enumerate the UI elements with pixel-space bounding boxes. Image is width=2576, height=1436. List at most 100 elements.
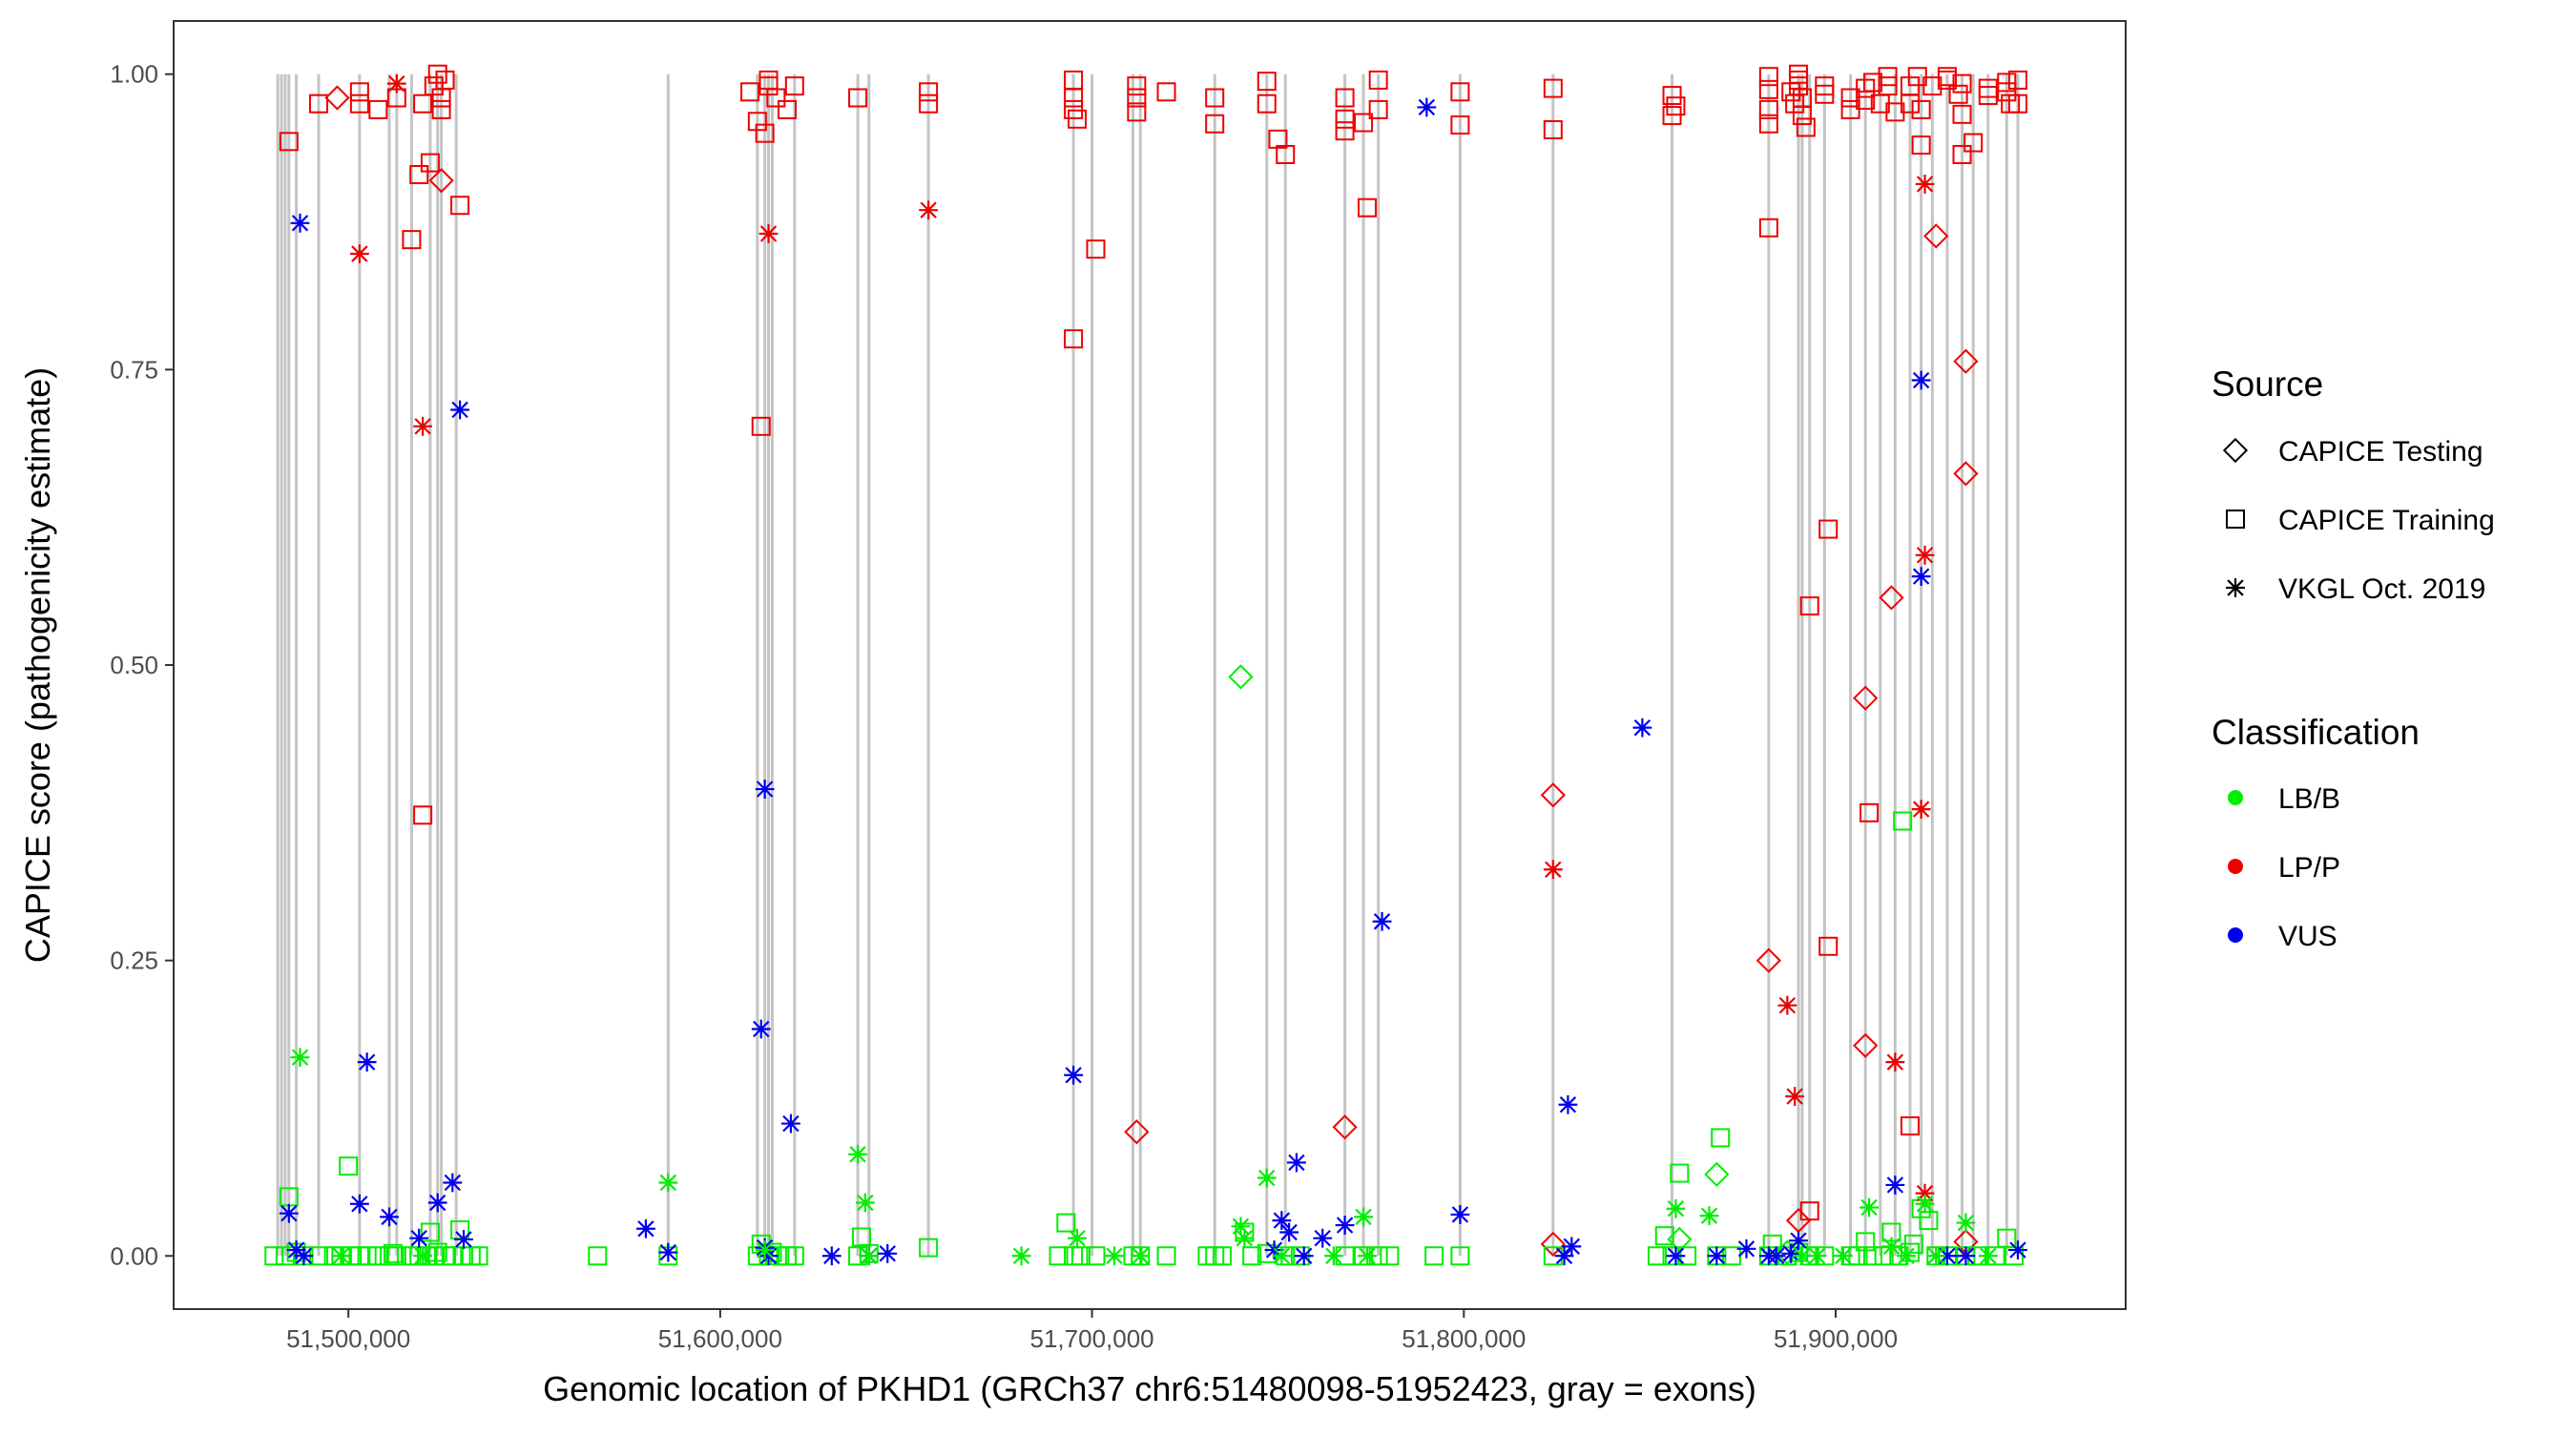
- legend-title-classification: Classification: [2212, 713, 2420, 752]
- data-point: [1335, 88, 1355, 108]
- data-point: [1654, 1226, 1674, 1246]
- data-point: [1086, 1246, 1106, 1266]
- data-point: [1011, 1246, 1031, 1266]
- data-point: [1859, 802, 1880, 822]
- data-point: [1332, 1114, 1358, 1140]
- data-point: [755, 123, 775, 143]
- data-point: [1450, 1246, 1470, 1266]
- data-point: [778, 99, 798, 119]
- x-tick-label: 51,500,000: [286, 1324, 410, 1353]
- data-point: [349, 244, 369, 263]
- data-point: [386, 1246, 406, 1266]
- data-point: [1792, 106, 1812, 126]
- data-point: [279, 1203, 299, 1223]
- data-point: [1257, 72, 1277, 92]
- y-tick-label: 0.25: [110, 947, 158, 975]
- data-point: [1647, 1246, 1667, 1266]
- data-point: [919, 1238, 939, 1258]
- data-point: [1793, 1246, 1812, 1266]
- legend-label: LP/P: [2278, 852, 2340, 884]
- data-point: [1833, 1246, 1853, 1266]
- legend-key-square: [2226, 510, 2245, 529]
- data-point: [443, 1246, 463, 1266]
- legend-key-dot: [2228, 927, 2243, 943]
- data-point: [1450, 1205, 1470, 1224]
- data-point: [1212, 1246, 1232, 1266]
- data-point: [758, 1246, 779, 1266]
- data-point: [1235, 1228, 1255, 1248]
- data-point: [1885, 1176, 1905, 1195]
- data-point: [2007, 94, 2027, 114]
- data-point: [1879, 585, 1904, 611]
- series-vkgl-lpp: [349, 73, 1935, 1203]
- data-point: [1228, 664, 1254, 690]
- series-training-lbb: [264, 811, 2025, 1266]
- data-point: [848, 88, 868, 108]
- data-point: [1450, 114, 1470, 135]
- data-point: [1049, 1246, 1069, 1266]
- data-point: [450, 400, 469, 420]
- data-point: [821, 1246, 841, 1266]
- data-point: [2007, 70, 2027, 90]
- data-point: [1372, 911, 1392, 931]
- data-point: [1711, 1128, 1731, 1148]
- data-point: [1956, 1213, 1976, 1233]
- data-point: [357, 1246, 377, 1266]
- data-point: [1859, 1197, 1879, 1217]
- data-point: [658, 1242, 678, 1262]
- data-point: [1953, 348, 1979, 374]
- data-point: [1789, 1231, 1808, 1251]
- data-point: [1543, 860, 1563, 880]
- data-point: [1064, 329, 1084, 349]
- data-point: [1558, 1094, 1578, 1114]
- data-point: [1287, 1153, 1306, 1173]
- data-point: [290, 1048, 310, 1068]
- data-point: [755, 1240, 775, 1259]
- data-point: [1758, 79, 1778, 99]
- data-point: [413, 94, 433, 114]
- series-testing-lpp: [324, 85, 1979, 1257]
- data-point: [431, 99, 451, 119]
- y-tick-label: 0.50: [110, 651, 158, 679]
- data-point: [1911, 99, 1931, 119]
- data-point: [1755, 947, 1781, 973]
- data-point: [1781, 1243, 1801, 1263]
- data-point: [1380, 1246, 1400, 1266]
- data-point: [1124, 1119, 1150, 1145]
- data-point: [1952, 144, 1972, 164]
- data-point: [1997, 82, 2017, 102]
- data-point: [349, 1194, 369, 1214]
- series-vkgl-lbb: [290, 1048, 1998, 1266]
- data-point: [1242, 1246, 1262, 1266]
- data-point: [413, 805, 433, 825]
- data-point: [368, 1246, 388, 1266]
- data-point: [1368, 70, 1388, 90]
- data-point: [1276, 144, 1296, 164]
- data-point: [1853, 685, 1879, 711]
- data-point: [784, 76, 804, 96]
- data-point: [427, 1242, 447, 1262]
- data-point: [1937, 70, 1957, 90]
- data-point: [1815, 84, 1835, 104]
- data-point: [1205, 88, 1225, 108]
- data-point: [1766, 1246, 1786, 1266]
- data-point: [1915, 175, 1935, 194]
- data-point: [428, 168, 454, 194]
- data-point: [1357, 198, 1377, 218]
- data-point: [855, 1193, 875, 1213]
- data-point: [1758, 114, 1778, 134]
- data-point: [1862, 1246, 1882, 1266]
- data-point: [1272, 1211, 1292, 1231]
- data-point: [784, 1246, 804, 1266]
- data-point: [1127, 102, 1147, 122]
- data-point: [1540, 1231, 1566, 1257]
- data-point: [1662, 86, 1682, 106]
- data-point: [1893, 811, 1913, 831]
- data-point: [1670, 1163, 1690, 1183]
- data-point: [1543, 119, 1563, 139]
- data-point: [1915, 545, 1935, 565]
- data-point: [1885, 1052, 1905, 1072]
- data-point: [919, 82, 939, 102]
- data-point: [1952, 73, 1972, 94]
- legend-key-dot: [2228, 790, 2243, 805]
